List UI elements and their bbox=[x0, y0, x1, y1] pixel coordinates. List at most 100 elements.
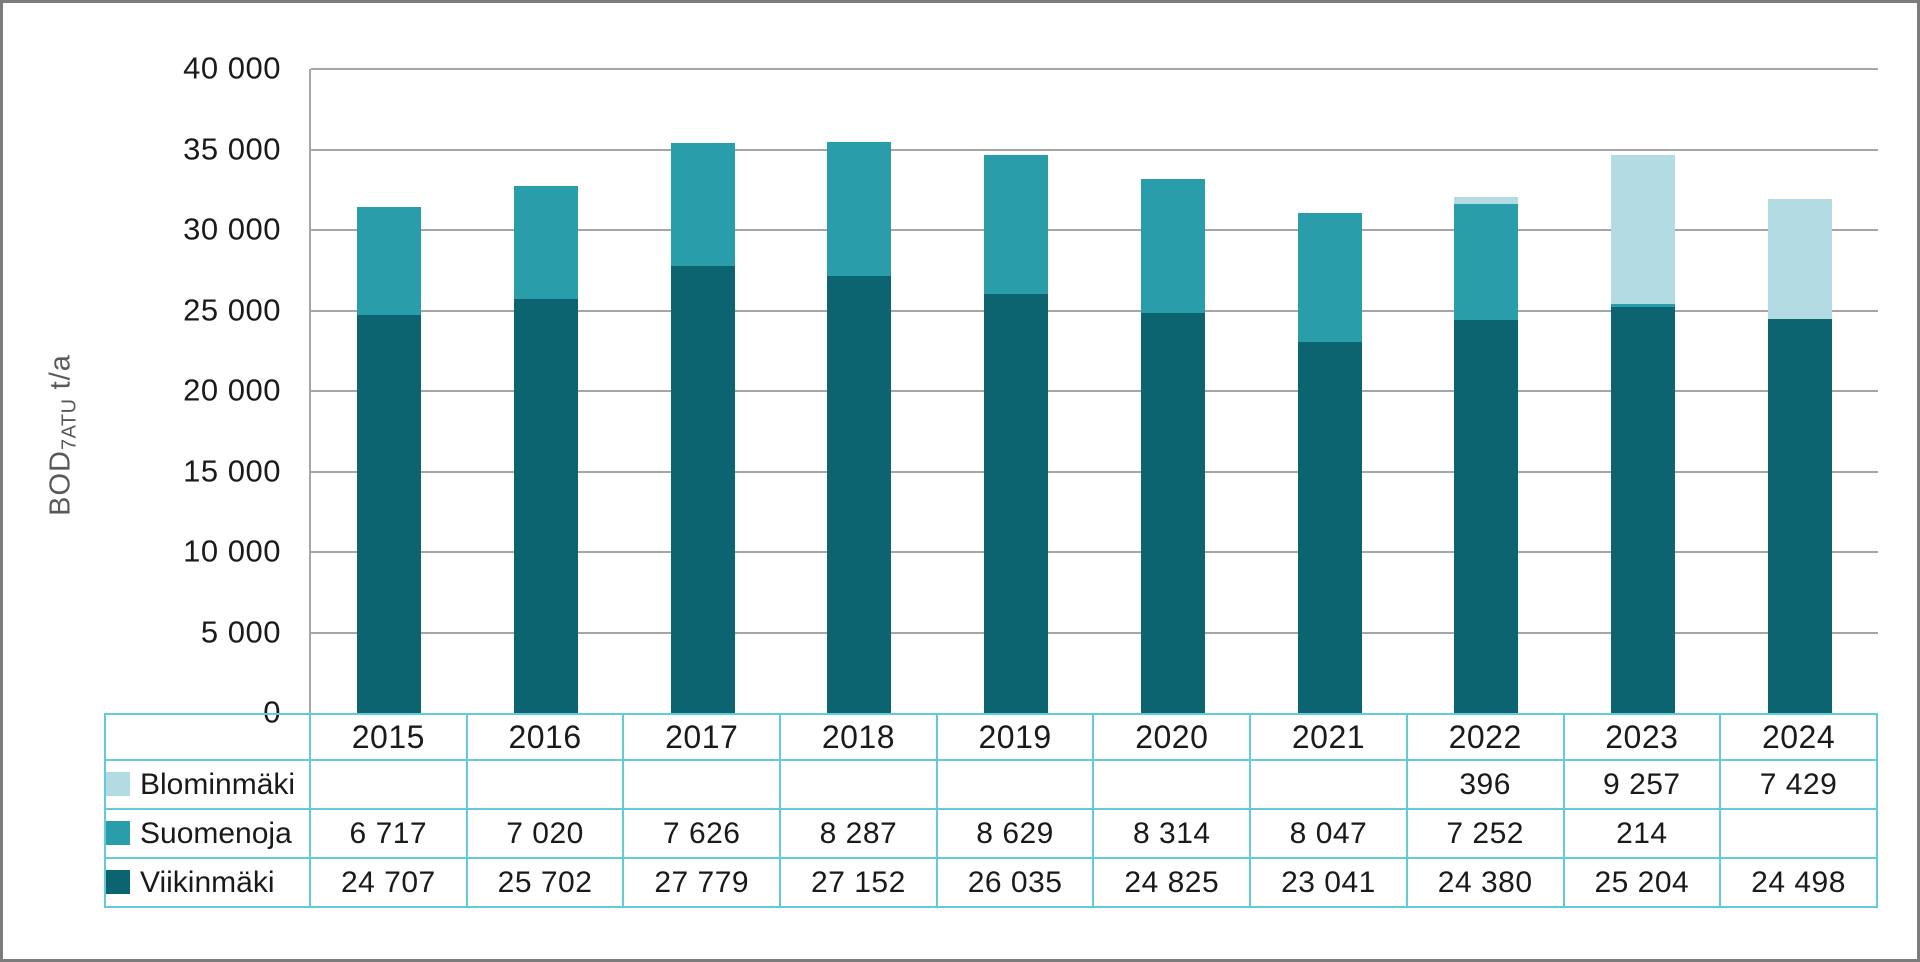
year-header-cell: 2017 bbox=[622, 713, 782, 761]
bar-segment-Suomenoja-2022 bbox=[1454, 203, 1519, 321]
bar-segment-Viikinmäki-2016 bbox=[514, 299, 579, 713]
series-row-Blominmäki: Blominmäki 396 9 257 7 429 bbox=[104, 759, 1878, 810]
series-row-Suomenoja: Suomenoja 6 717 7 020 7 626 8 287 8 629 8 314 8… bbox=[104, 808, 1878, 859]
value-cell: 8 314 bbox=[1092, 808, 1252, 859]
value-cell: 7 626 bbox=[622, 808, 782, 859]
bar-segment-Viikinmäki-2015 bbox=[357, 315, 422, 713]
bar-stack-2024 bbox=[1767, 199, 1832, 713]
bar-segment-Blominmäki-2022 bbox=[1454, 197, 1519, 204]
gridline bbox=[311, 309, 1878, 312]
legend-cell-Viikinmäki: Viikinmäki bbox=[104, 857, 311, 908]
bar-stack-2023 bbox=[1610, 154, 1675, 713]
bar-segment-Viikinmäki-2020 bbox=[1140, 313, 1205, 713]
bar-segment-Viikinmäki-2021 bbox=[1297, 342, 1362, 713]
bar-segment-Suomenoja-2020 bbox=[1140, 179, 1205, 314]
value-cell: 8 629 bbox=[935, 808, 1095, 859]
value-cell bbox=[465, 759, 625, 810]
value-cell bbox=[1092, 759, 1252, 810]
year-header-cell: 2020 bbox=[1092, 713, 1252, 761]
year-header-cell: 2021 bbox=[1249, 713, 1408, 761]
year-header-cell: 2024 bbox=[1719, 713, 1878, 761]
bar-segment-Suomenoja-2015 bbox=[357, 207, 422, 316]
bar-segment-Viikinmäki-2017 bbox=[670, 265, 735, 713]
year-header-cell: 2019 bbox=[935, 713, 1095, 761]
bar-segment-Viikinmäki-2024 bbox=[1767, 318, 1832, 713]
series-row-Viikinmäki: Viikinmäki 24 707 25 702 27 779 27 152 26 035… bbox=[104, 857, 1878, 908]
value-cell bbox=[622, 759, 782, 810]
gridline bbox=[311, 148, 1878, 151]
bar-segment-Suomenoja-2019 bbox=[984, 154, 1049, 294]
value-cell: 24 825 bbox=[1092, 857, 1252, 908]
series-name-label: Suomenoja bbox=[140, 816, 292, 850]
value-cell: 25 702 bbox=[465, 857, 625, 908]
y-axis-title-prefix: BOD bbox=[44, 450, 77, 516]
y-axis-title-suffix: t/a bbox=[44, 354, 77, 399]
legend-swatch-icon bbox=[107, 820, 130, 845]
legend-cell-Suomenoja: Suomenoja bbox=[104, 808, 311, 859]
bar-segment-Suomenoja-2023 bbox=[1610, 303, 1675, 308]
years-row: 2015 2016 2017 2018 2019 2020 2021 2022 2023 2024 bbox=[104, 713, 1878, 761]
year-header-cell: 2022 bbox=[1405, 713, 1565, 761]
y-tick-label: 25 000 bbox=[183, 291, 281, 327]
value-cell bbox=[779, 759, 938, 810]
year-header-cell: 2016 bbox=[465, 713, 625, 761]
value-cell bbox=[935, 759, 1095, 810]
value-cell: 396 bbox=[1405, 759, 1565, 810]
y-tick-label: 20 000 bbox=[183, 372, 281, 408]
year-header-cell: 2015 bbox=[309, 713, 468, 761]
bar-segment-Viikinmäki-2023 bbox=[1610, 307, 1675, 713]
bar-segment-Viikinmäki-2019 bbox=[984, 293, 1049, 713]
bar-stack-2021 bbox=[1297, 212, 1362, 713]
value-cell: 7 429 bbox=[1719, 759, 1878, 810]
gridline bbox=[311, 390, 1878, 392]
bar-stack-2019 bbox=[984, 154, 1049, 713]
value-cell bbox=[1249, 759, 1408, 810]
value-cell: 7 252 bbox=[1405, 808, 1565, 859]
y-tick-label: 10 000 bbox=[183, 533, 281, 569]
value-cell bbox=[1719, 808, 1878, 859]
bar-stack-2020 bbox=[1140, 179, 1205, 713]
y-tick-label: 40 000 bbox=[183, 50, 281, 86]
data-table: 2015 2016 2017 2018 2019 2020 2021 2022 2023 2024… bbox=[104, 713, 1878, 908]
y-tick-label: 5 000 bbox=[200, 613, 281, 649]
value-cell: 9 257 bbox=[1562, 759, 1722, 810]
bar-stack-2015 bbox=[357, 207, 422, 713]
value-cell: 6 717 bbox=[309, 808, 468, 859]
value-cell: 7 020 bbox=[465, 808, 625, 859]
value-cell bbox=[309, 759, 468, 810]
value-cell: 26 035 bbox=[935, 857, 1095, 908]
gridline bbox=[311, 631, 1878, 634]
bar-stack-2022 bbox=[1454, 197, 1519, 713]
bar-segment-Blominmäki-2023 bbox=[1610, 154, 1675, 304]
gridline bbox=[311, 68, 1878, 70]
bar-stack-2018 bbox=[827, 142, 892, 713]
legend-swatch-icon bbox=[107, 869, 130, 894]
value-cell: 214 bbox=[1562, 808, 1722, 859]
bar-segment-Suomenoja-2016 bbox=[514, 186, 579, 300]
bar-segment-Viikinmäki-2018 bbox=[827, 275, 892, 713]
y-tick-label: 15 000 bbox=[183, 452, 281, 488]
y-axis-title: BOD7ATU t/a bbox=[45, 354, 82, 516]
bar-segment-Blominmäki-2024 bbox=[1767, 199, 1832, 319]
gridline bbox=[311, 229, 1878, 231]
value-cell: 27 152 bbox=[779, 857, 938, 908]
value-cell: 23 041 bbox=[1249, 857, 1408, 908]
value-cell: 24 380 bbox=[1405, 857, 1565, 908]
value-cell: 8 047 bbox=[1249, 808, 1408, 859]
value-cell: 8 287 bbox=[779, 808, 938, 859]
series-name-label: Blominmäki bbox=[140, 767, 296, 801]
value-cell: 24 707 bbox=[309, 857, 468, 908]
table-corner-cell bbox=[104, 713, 311, 761]
y-axis-title-subscript: 7ATU bbox=[58, 398, 81, 451]
plot-area bbox=[309, 68, 1878, 713]
gridline bbox=[311, 470, 1878, 473]
bar-stack-2017 bbox=[670, 143, 735, 713]
y-tick-label: 30 000 bbox=[183, 211, 281, 247]
value-cell: 25 204 bbox=[1562, 857, 1722, 908]
y-tick-label: 35 000 bbox=[183, 130, 281, 166]
year-header-cell: 2023 bbox=[1562, 713, 1722, 761]
series-name-label: Viikinmäki bbox=[140, 865, 275, 899]
bar-segment-Suomenoja-2017 bbox=[670, 143, 735, 266]
gridline bbox=[311, 551, 1878, 553]
